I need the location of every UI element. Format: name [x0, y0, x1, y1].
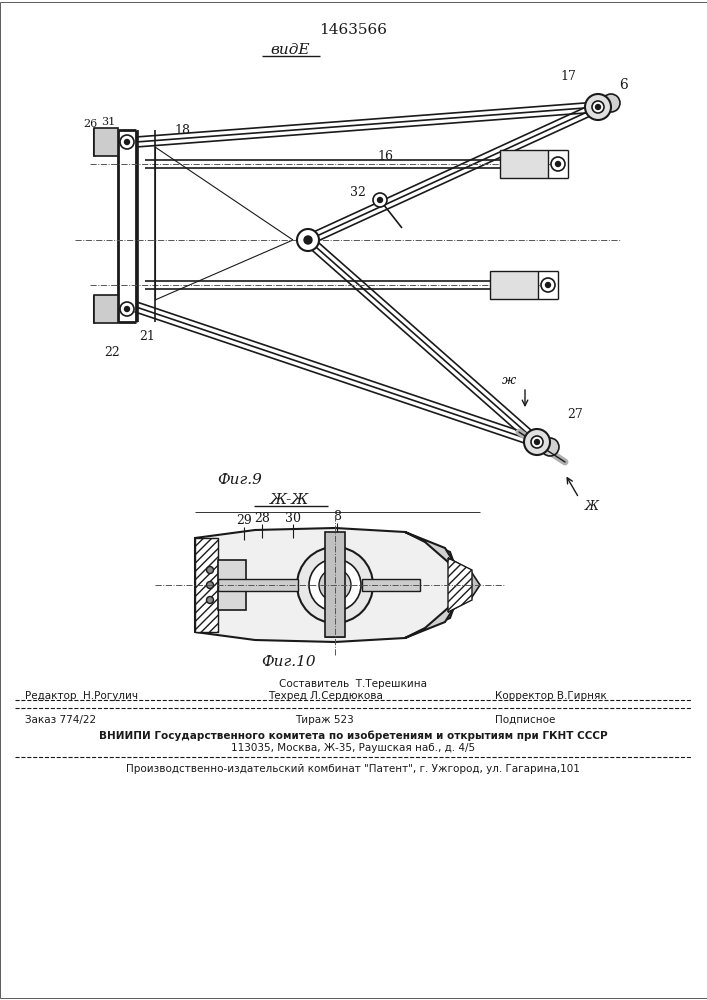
Text: 16: 16	[377, 150, 393, 163]
Text: Ж-Ж: Ж-Ж	[270, 493, 310, 507]
Circle shape	[373, 193, 387, 207]
Bar	[500, 150, 548, 178]
Text: видE: видE	[270, 43, 310, 57]
Circle shape	[304, 236, 312, 244]
Circle shape	[124, 139, 129, 144]
Text: 1463566: 1463566	[319, 23, 387, 37]
Circle shape	[534, 440, 539, 444]
Bar	[490, 271, 538, 299]
Text: Техред Л.Сердюкова: Техред Л.Сердюкова	[268, 691, 383, 701]
Circle shape	[585, 94, 611, 120]
Text: Заказ 774/22: Заказ 774/22	[25, 715, 96, 725]
Circle shape	[206, 582, 214, 588]
Circle shape	[602, 94, 620, 112]
Text: Редактор  Н.Рогулич: Редактор Н.Рогулич	[25, 691, 138, 701]
Circle shape	[524, 429, 550, 455]
Polygon shape	[405, 532, 468, 638]
Circle shape	[206, 596, 214, 603]
Text: ж: ж	[502, 373, 516, 386]
Polygon shape	[195, 528, 462, 642]
Bar	[325, 532, 345, 637]
Circle shape	[551, 157, 565, 171]
Text: Подписное: Подписное	[495, 715, 556, 725]
Text: 30: 30	[285, 512, 301, 524]
Circle shape	[206, 566, 214, 574]
Circle shape	[541, 438, 559, 456]
Circle shape	[297, 229, 319, 251]
Bar	[94, 295, 118, 323]
Text: 6: 6	[619, 78, 627, 92]
Circle shape	[541, 278, 555, 292]
Text: 27: 27	[567, 408, 583, 420]
Polygon shape	[195, 538, 218, 632]
Bar	[218, 560, 246, 610]
Text: 29: 29	[236, 514, 252, 528]
Text: 18: 18	[174, 123, 190, 136]
Circle shape	[309, 559, 361, 611]
Circle shape	[556, 161, 561, 166]
Text: Фиг.9: Фиг.9	[218, 473, 262, 487]
Bar	[94, 128, 118, 156]
Polygon shape	[448, 558, 480, 612]
Text: Составитель  Т.Терешкина: Составитель Т.Терешкина	[279, 679, 427, 689]
Bar	[218, 579, 298, 591]
Text: 32: 32	[350, 186, 366, 198]
Circle shape	[592, 101, 604, 113]
Text: Корректор В.Гирняк: Корректор В.Гирняк	[495, 691, 607, 701]
Bar	[362, 579, 420, 591]
Text: 21: 21	[139, 330, 155, 344]
Text: 22: 22	[104, 346, 120, 359]
Text: Производственно-издательский комбинат "Патент", г. Ужгород, ул. Гагарина,101: Производственно-издательский комбинат "П…	[126, 764, 580, 774]
Text: Тираж 523: Тираж 523	[295, 715, 354, 725]
Text: 28: 28	[254, 512, 270, 524]
Text: Фиг.10: Фиг.10	[261, 655, 315, 669]
Circle shape	[124, 306, 129, 312]
Text: 31: 31	[101, 117, 115, 127]
Text: 8: 8	[333, 510, 341, 524]
Circle shape	[546, 282, 551, 288]
Circle shape	[120, 135, 134, 149]
Text: Ж: Ж	[585, 500, 599, 514]
Circle shape	[595, 104, 600, 109]
Text: 17: 17	[560, 70, 576, 84]
Polygon shape	[448, 558, 472, 612]
Text: 26: 26	[83, 119, 97, 129]
Circle shape	[297, 547, 373, 623]
Circle shape	[531, 436, 543, 448]
Circle shape	[378, 198, 382, 202]
Text: 113035, Москва, Ж-35, Раушская наб., д. 4/5: 113035, Москва, Ж-35, Раушская наб., д. …	[231, 743, 475, 753]
Circle shape	[120, 302, 134, 316]
Circle shape	[319, 569, 351, 601]
Text: ВНИИПИ Государственного комитета по изобретениям и открытиям при ГКНТ СССР: ВНИИПИ Государственного комитета по изоб…	[99, 731, 607, 741]
